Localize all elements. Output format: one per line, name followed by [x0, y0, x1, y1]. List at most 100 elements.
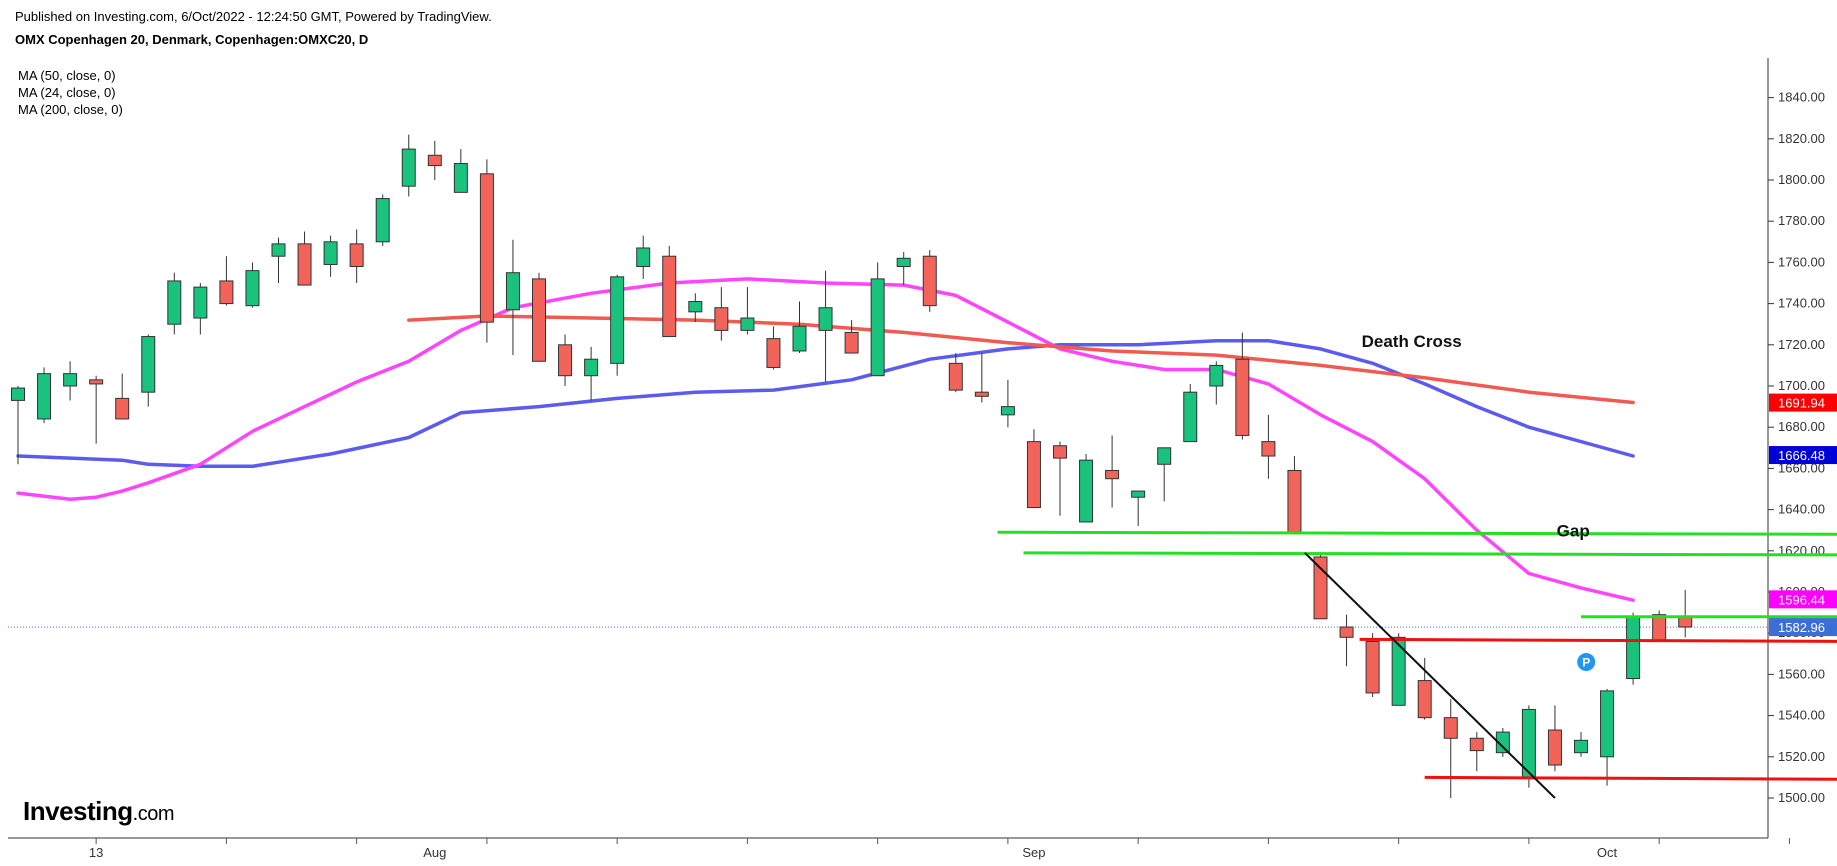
y-tick-label: 1820.00	[1778, 131, 1825, 146]
y-tick-label: 1680.00	[1778, 419, 1825, 434]
ma-line-1[interactable]	[16, 338, 1635, 469]
downtrend-line[interactable]	[1304, 552, 1556, 799]
ma-line-3[interactable]	[407, 314, 1635, 405]
candle-down[interactable]	[1261, 441, 1276, 457]
candle-up[interactable]	[870, 278, 885, 377]
candle-up[interactable]	[818, 307, 833, 331]
candle-down[interactable]	[479, 173, 494, 323]
gap-top-line[interactable]	[997, 530, 1837, 536]
legend-ma24[interactable]: MA (24, close, 0)	[18, 85, 116, 100]
candle-down[interactable]	[662, 255, 677, 338]
candle-down[interactable]	[427, 154, 442, 167]
candle-down[interactable]	[219, 280, 234, 305]
candle-up[interactable]	[1157, 447, 1172, 465]
indicator-legend: MA (50, close, 0) MA (24, close, 0) MA (…	[18, 67, 123, 118]
y-tick-label: 1840.00	[1778, 90, 1825, 105]
candle-up[interactable]	[37, 373, 52, 420]
candle-down[interactable]	[948, 362, 963, 391]
candle-down[interactable]	[532, 278, 546, 362]
candle-up[interactable]	[636, 247, 651, 268]
y-tick-label: 1760.00	[1778, 254, 1825, 269]
candle-down[interactable]	[1547, 729, 1562, 766]
gap-bottom-line[interactable]	[1023, 551, 1837, 557]
y-tick-label: 1720.00	[1778, 337, 1825, 352]
x-tick-label: Oct	[1597, 845, 1618, 860]
instrument-title: OMX Copenhagen 20, Denmark, Copenhagen:O…	[15, 32, 369, 47]
candle-up[interactable]	[505, 272, 520, 311]
candle-down[interactable]	[1652, 614, 1667, 642]
candle-up[interactable]	[740, 317, 755, 331]
candle-down[interactable]	[1339, 626, 1354, 638]
candle-up[interactable]	[610, 276, 625, 364]
candle-down[interactable]	[844, 331, 859, 354]
support-line-upper[interactable]	[1359, 637, 1837, 643]
y-tick-label: 1560.00	[1778, 666, 1825, 681]
candle-down[interactable]	[115, 397, 130, 420]
candle-up[interactable]	[1183, 391, 1198, 443]
annotation-label: Death Cross	[1362, 332, 1462, 351]
pivot-marker-icon[interactable]	[1577, 653, 1596, 672]
candle-down[interactable]	[1469, 737, 1484, 752]
candle-down[interactable]	[1235, 358, 1250, 436]
candle-down[interactable]	[922, 255, 937, 307]
candle-down[interactable]	[1443, 717, 1458, 739]
investing-logo: Investing.com	[23, 796, 174, 826]
candle-up[interactable]	[63, 373, 78, 387]
candle-down[interactable]	[1678, 616, 1693, 628]
x-tick-label: 13	[89, 845, 103, 860]
candle-up[interactable]	[584, 358, 599, 377]
y-tick-label: 1780.00	[1778, 213, 1825, 228]
candle-up[interactable]	[1600, 690, 1615, 758]
candle-up[interactable]	[375, 198, 390, 243]
candle-up[interactable]	[167, 280, 182, 325]
candle-up[interactable]	[792, 325, 807, 352]
candle-down[interactable]	[89, 379, 104, 385]
price-tag	[1769, 446, 1837, 465]
candle-up[interactable]	[323, 241, 338, 265]
candle-up[interactable]	[193, 286, 208, 319]
candle-up[interactable]	[141, 336, 156, 393]
y-tick-label: 1640.00	[1778, 502, 1825, 517]
candle-down[interactable]	[1053, 445, 1067, 459]
candle-up[interactable]	[401, 148, 416, 187]
price-tag	[1769, 590, 1837, 609]
candle-down[interactable]	[1026, 441, 1041, 509]
price-tag-label: 1666.48	[1778, 448, 1825, 463]
candle-up[interactable]	[1131, 490, 1146, 498]
price-tag	[1769, 393, 1837, 412]
candle-up[interactable]	[1000, 406, 1015, 416]
candle-up[interactable]	[1079, 459, 1094, 523]
candle-up[interactable]	[271, 243, 286, 257]
candle-down[interactable]	[974, 391, 989, 397]
candle-up[interactable]	[1495, 731, 1510, 754]
y-tick-label: 1500.00	[1778, 790, 1825, 805]
candle-down[interactable]	[1365, 640, 1380, 694]
candle-down[interactable]	[349, 243, 364, 268]
candle-down[interactable]	[1417, 680, 1432, 719]
legend-ma200[interactable]: MA (200, close, 0)	[18, 102, 123, 117]
candle-up[interactable]	[11, 387, 25, 401]
candle-up[interactable]	[245, 270, 260, 307]
candle-up[interactable]	[1574, 739, 1588, 754]
candle-down[interactable]	[714, 307, 729, 331]
candle-down[interactable]	[297, 243, 312, 286]
price-tag-label: 1691.94	[1778, 396, 1825, 411]
candle-down[interactable]	[558, 344, 573, 377]
legend-ma50[interactable]: MA (50, close, 0)	[18, 68, 116, 83]
candle-up[interactable]	[896, 257, 911, 268]
y-tick-label: 1740.00	[1778, 296, 1825, 311]
x-tick-label: Sep	[1022, 845, 1045, 860]
candle-up[interactable]	[453, 163, 468, 193]
candle-up[interactable]	[688, 301, 703, 313]
candle-up[interactable]	[1391, 636, 1406, 706]
candle-down[interactable]	[1313, 556, 1328, 620]
x-tick-label: Aug	[423, 845, 446, 860]
y-tick-label: 1660.00	[1778, 460, 1825, 475]
support-line-lower[interactable]	[1424, 775, 1837, 781]
candle-down[interactable]	[766, 338, 781, 368]
candle-down[interactable]	[1105, 469, 1120, 480]
candle-up[interactable]	[1209, 364, 1224, 387]
candle-down[interactable]	[1287, 469, 1302, 533]
candle-up[interactable]	[1626, 616, 1641, 680]
